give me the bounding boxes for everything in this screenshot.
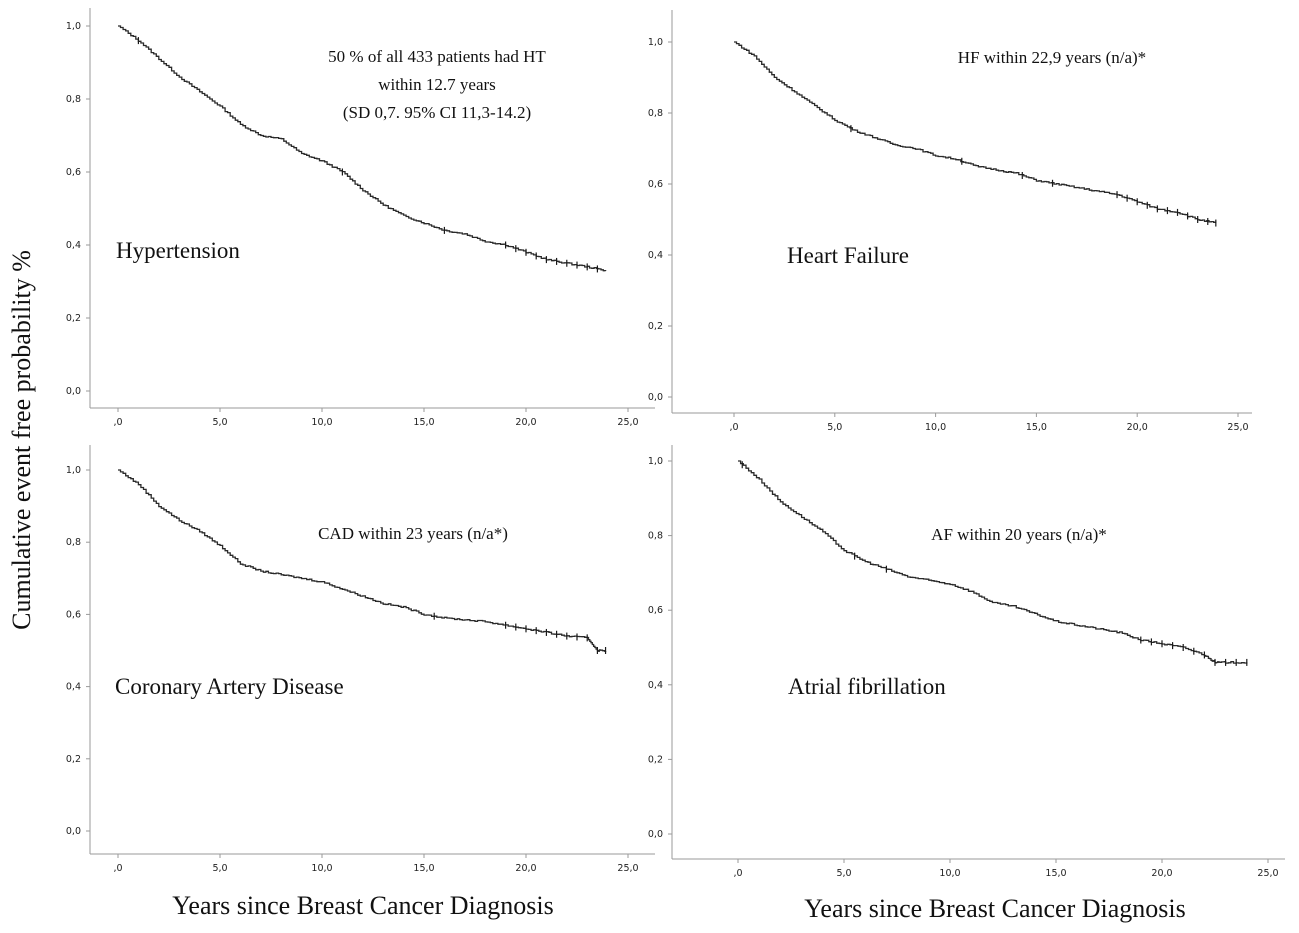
y-axis-title: Cumulative event free probability %: [7, 250, 36, 630]
condition-label: Coronary Artery Disease: [115, 674, 344, 699]
x-tick-label: 5,0: [827, 422, 842, 433]
x-tick-label: 5,0: [836, 868, 851, 879]
x-tick-label: 15,0: [413, 863, 434, 874]
x-tick-label: 25,0: [617, 863, 638, 874]
y-tick-label: 1,0: [66, 465, 81, 476]
y-tick-label: 0,6: [648, 605, 663, 616]
x-axis-title-left: Years since Breast Cancer Diagnosis: [172, 891, 554, 920]
x-axis-title-right: Years since Breast Cancer Diagnosis: [804, 894, 1186, 923]
x-tick-label: 10,0: [311, 863, 332, 874]
x-tick-label: ,0: [113, 417, 122, 428]
y-tick-label: 0,0: [648, 392, 663, 403]
condition-label: Atrial fibrillation: [788, 674, 946, 699]
condition-label: Heart Failure: [787, 243, 909, 268]
y-tick-label: 0,6: [66, 609, 81, 620]
y-tick-label: 1,0: [66, 21, 81, 32]
annotation-line: CAD within 23 years (n/a*): [318, 524, 508, 543]
panel-heart-failure: 0,0 0,2 0,4 0,6 0,8 1,0 ,0 5,0 10,0 15,0 20,0 25,0 H…: [648, 10, 1252, 433]
y-tick-label: 0,8: [648, 108, 663, 119]
x-tick-label: ,0: [733, 868, 742, 879]
x-tick-label: 15,0: [413, 417, 434, 428]
survival-curve-atrial-fibrillation: [738, 460, 1248, 664]
x-tick-label: 25,0: [1257, 868, 1278, 879]
x-tick-label: 25,0: [617, 417, 638, 428]
x-tick-label: 20,0: [515, 417, 536, 428]
y-tick-label: 0,8: [648, 531, 663, 542]
y-tick-label: 0,4: [648, 680, 663, 691]
y-tick-label: 0,4: [66, 682, 81, 693]
y-tick-label: 0,8: [66, 537, 81, 548]
annotation-line: HF within 22,9 years (n/a)*: [958, 48, 1146, 67]
y-tick-label: 1,0: [648, 456, 663, 467]
annotation-line: AF within 20 years (n/a)*: [931, 525, 1107, 544]
x-tick-label: 5,0: [212, 863, 227, 874]
panels: 0,0 0,2 0,4 0,6 0,8 1,0 ,0 5,0 10,0 15,0 20,0 25,0 5…: [66, 8, 1285, 879]
panel-atrial-fibrillation: 0,0 0,2 0,4 0,6 0,8 1,0 ,0 5,0 10,0 15,0 20,0 25,0 A…: [648, 445, 1285, 879]
survival-curve-heart-failure: [734, 41, 1217, 223]
y-tick-label: 0,2: [648, 321, 663, 332]
y-tick-label: 0,4: [648, 250, 663, 261]
x-tick-label: 25,0: [1227, 422, 1248, 433]
x-tick-label: 20,0: [515, 863, 536, 874]
x-tick-label: ,0: [729, 422, 738, 433]
x-tick-label: 20,0: [1151, 868, 1172, 879]
annotation-line: 50 % of all 433 patients had HT: [328, 47, 546, 66]
y-tick-label: 0,8: [66, 94, 81, 105]
y-tick-label: 0,2: [648, 754, 663, 765]
panel-coronary-artery-disease: 0,0 0,2 0,4 0,6 0,8 1,0 ,0 5,0 10,0 15,0 20,0 25,0 C…: [66, 445, 655, 874]
x-tick-label: 10,0: [925, 422, 946, 433]
y-tick-label: 0,6: [648, 179, 663, 190]
y-tick-label: 0,6: [66, 167, 81, 178]
y-tick-label: 0,0: [66, 826, 81, 837]
y-tick-label: 0,0: [66, 386, 81, 397]
survival-curve-coronary-artery-disease: [118, 469, 607, 652]
panel-hypertension: 0,0 0,2 0,4 0,6 0,8 1,0 ,0 5,0 10,0 15,0 20,0 25,0 5…: [66, 8, 655, 428]
x-tick-label: 15,0: [1026, 422, 1047, 433]
x-tick-label: 15,0: [1045, 868, 1066, 879]
x-tick-label: 10,0: [311, 417, 332, 428]
x-tick-label: 5,0: [212, 417, 227, 428]
y-tick-label: 1,0: [648, 37, 663, 48]
x-tick-label: 10,0: [939, 868, 960, 879]
annotation-line: (SD 0,7. 95% CI 11,3-14.2): [343, 103, 531, 122]
x-tick-label: ,0: [113, 863, 122, 874]
y-tick-label: 0,0: [648, 829, 663, 840]
y-tick-label: 0,2: [66, 754, 81, 765]
y-tick-label: 0,4: [66, 240, 81, 251]
annotation-line: within 12.7 years: [378, 75, 496, 94]
x-tick-label: 20,0: [1127, 422, 1148, 433]
y-tick-label: 0,2: [66, 313, 81, 324]
condition-label: Hypertension: [116, 238, 240, 263]
